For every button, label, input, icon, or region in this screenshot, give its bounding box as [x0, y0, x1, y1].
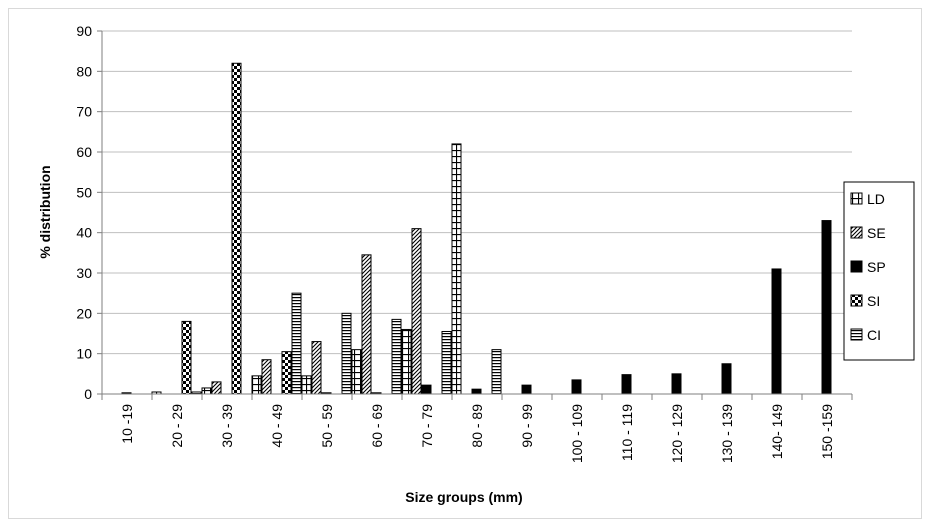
bar-si [231, 62, 242, 395]
x-tick-label: 100 - 109 [569, 404, 585, 463]
legend-swatch-sp [850, 260, 863, 273]
bar-ld [401, 328, 412, 395]
bar-ld [451, 143, 462, 395]
legend-label-se: SE [867, 225, 886, 241]
x-tick-label: 120 - 129 [669, 404, 685, 463]
bar-se [411, 228, 422, 395]
y-axis-ticks: 0 10 20 30 40 50 60 70 80 90 [76, 23, 102, 402]
x-tick-label: 80 - 89 [469, 404, 485, 448]
legend-label-ci: CI [867, 327, 881, 343]
x-tick-label: 10 -19 [119, 404, 135, 444]
y-tick-label: 60 [76, 144, 92, 160]
x-tick-label: 140- 149 [769, 404, 785, 459]
bar-ld [301, 375, 312, 395]
legend-label-si: SI [867, 293, 880, 309]
x-axis-ticks: 10 -19 20 - 29 30 - 39 40 - 49 50 - 59 60 - 6… [101, 394, 853, 463]
x-axis-title: Size groups (mm) [405, 489, 522, 505]
legend: LD SE SP SI CI [843, 181, 915, 361]
bar-se [211, 381, 222, 395]
x-tick-label: 20 - 29 [169, 404, 185, 448]
bar-ci [441, 330, 452, 395]
bar-ci [341, 312, 352, 395]
x-tick-label: 70 - 79 [419, 404, 435, 448]
bar-ci [391, 318, 402, 395]
bar-sp [721, 363, 732, 395]
bar-ci [291, 292, 302, 395]
y-tick-label: 0 [84, 386, 92, 402]
legend-swatch-ci [850, 328, 863, 341]
y-axis-title: % distribution [37, 165, 53, 258]
x-tick-label: 50 - 59 [319, 404, 335, 448]
bar-se [261, 359, 272, 395]
x-tick-label: 150 -159 [819, 404, 835, 459]
bar-sp [621, 374, 632, 395]
legend-label-ld: LD [867, 191, 885, 207]
x-tick-label: 110 - 119 [619, 404, 635, 461]
bar-ld [351, 349, 362, 395]
y-tick-label: 30 [76, 265, 92, 281]
y-tick-label: 40 [76, 225, 92, 241]
bar-ci [491, 349, 502, 395]
bar-si [281, 351, 292, 395]
y-tick-label: 70 [76, 104, 92, 120]
x-tick-label: 130 - 139 [719, 404, 735, 463]
x-tick-label: 60 - 69 [369, 404, 385, 448]
chart-area [8, 8, 922, 519]
bar-sp [771, 268, 782, 395]
x-tick-label: 90 - 99 [519, 404, 535, 448]
bar-ld [201, 387, 212, 395]
bar-si [181, 320, 192, 395]
bar-ld [251, 375, 262, 395]
bar-sp [471, 388, 482, 395]
legend-swatch-si [850, 294, 863, 307]
bar-se [361, 254, 372, 395]
bar-sp [671, 373, 682, 395]
legend-label-sp: SP [867, 259, 886, 275]
axes [101, 31, 852, 395]
bar-sp [571, 379, 582, 395]
x-tick-label: 40 - 49 [269, 404, 285, 448]
y-tick-label: 10 [76, 346, 92, 362]
bar-sp [821, 220, 832, 395]
bar-sp [421, 384, 432, 395]
gridlines [102, 30, 852, 355]
legend-swatch-ld [850, 192, 863, 205]
x-tick-label: 30 - 39 [219, 404, 235, 448]
bars [121, 62, 832, 395]
y-tick-label: 20 [76, 305, 92, 321]
bar-sp [521, 384, 532, 395]
legend-swatch-se [850, 226, 863, 239]
y-tick-label: 90 [76, 23, 92, 39]
y-tick-label: 80 [76, 63, 92, 79]
bar-se [311, 341, 322, 395]
y-tick-label: 50 [76, 184, 92, 200]
